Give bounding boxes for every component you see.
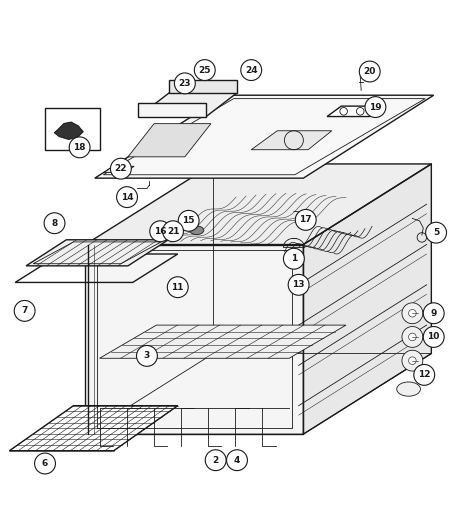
- Circle shape: [295, 209, 316, 230]
- Text: 21: 21: [167, 227, 179, 236]
- Circle shape: [137, 345, 157, 366]
- Circle shape: [178, 210, 199, 231]
- Circle shape: [423, 327, 444, 347]
- Circle shape: [426, 222, 447, 243]
- Polygon shape: [251, 131, 332, 150]
- Polygon shape: [26, 240, 168, 266]
- Circle shape: [402, 327, 423, 347]
- Polygon shape: [169, 80, 237, 93]
- Polygon shape: [327, 106, 384, 116]
- Text: 19: 19: [369, 103, 382, 112]
- Text: 11: 11: [172, 282, 184, 292]
- Text: 2: 2: [212, 456, 219, 465]
- Polygon shape: [95, 95, 434, 178]
- Text: 6: 6: [42, 459, 48, 468]
- Circle shape: [227, 450, 247, 470]
- Polygon shape: [138, 93, 237, 116]
- Circle shape: [288, 274, 309, 295]
- Text: 23: 23: [179, 79, 191, 88]
- Text: 18: 18: [73, 143, 86, 152]
- Text: 16: 16: [154, 227, 166, 236]
- Text: 7: 7: [21, 306, 28, 315]
- Circle shape: [117, 187, 137, 208]
- Polygon shape: [138, 103, 206, 116]
- Circle shape: [69, 137, 90, 158]
- Polygon shape: [128, 123, 211, 157]
- Circle shape: [163, 221, 183, 242]
- Circle shape: [167, 277, 188, 298]
- Circle shape: [414, 364, 435, 385]
- Text: 1: 1: [291, 254, 297, 263]
- Circle shape: [283, 248, 304, 269]
- Circle shape: [402, 303, 423, 324]
- Polygon shape: [100, 325, 346, 358]
- Circle shape: [205, 450, 226, 470]
- Text: 24: 24: [245, 66, 257, 75]
- Polygon shape: [85, 244, 303, 434]
- Circle shape: [174, 73, 195, 94]
- Circle shape: [150, 221, 171, 242]
- Text: 5: 5: [433, 228, 439, 237]
- Circle shape: [409, 333, 416, 341]
- Circle shape: [194, 59, 215, 80]
- Circle shape: [44, 213, 65, 234]
- Text: 8: 8: [51, 218, 58, 228]
- Text: 12: 12: [418, 370, 430, 379]
- Circle shape: [409, 357, 416, 364]
- Text: 4: 4: [234, 456, 240, 465]
- Bar: [45, 108, 100, 150]
- Circle shape: [365, 97, 386, 117]
- Circle shape: [110, 158, 131, 179]
- Circle shape: [409, 309, 416, 317]
- Circle shape: [241, 59, 262, 80]
- Text: 14: 14: [121, 193, 133, 202]
- Polygon shape: [303, 164, 431, 434]
- Text: 25: 25: [199, 66, 211, 75]
- Polygon shape: [55, 122, 83, 139]
- Text: 15: 15: [182, 216, 195, 226]
- Ellipse shape: [190, 226, 204, 235]
- Polygon shape: [104, 166, 134, 173]
- Text: 3: 3: [144, 352, 150, 360]
- Circle shape: [359, 61, 380, 82]
- Text: 17: 17: [300, 215, 312, 225]
- Polygon shape: [9, 406, 178, 451]
- Polygon shape: [85, 164, 431, 244]
- Circle shape: [35, 453, 55, 474]
- Text: 10: 10: [428, 332, 440, 341]
- Text: 20: 20: [364, 67, 376, 76]
- Ellipse shape: [397, 382, 420, 396]
- Text: 22: 22: [115, 164, 127, 173]
- Circle shape: [402, 350, 423, 371]
- Text: 9: 9: [430, 309, 437, 318]
- Circle shape: [423, 303, 444, 324]
- Circle shape: [14, 300, 35, 321]
- Text: 13: 13: [292, 280, 305, 290]
